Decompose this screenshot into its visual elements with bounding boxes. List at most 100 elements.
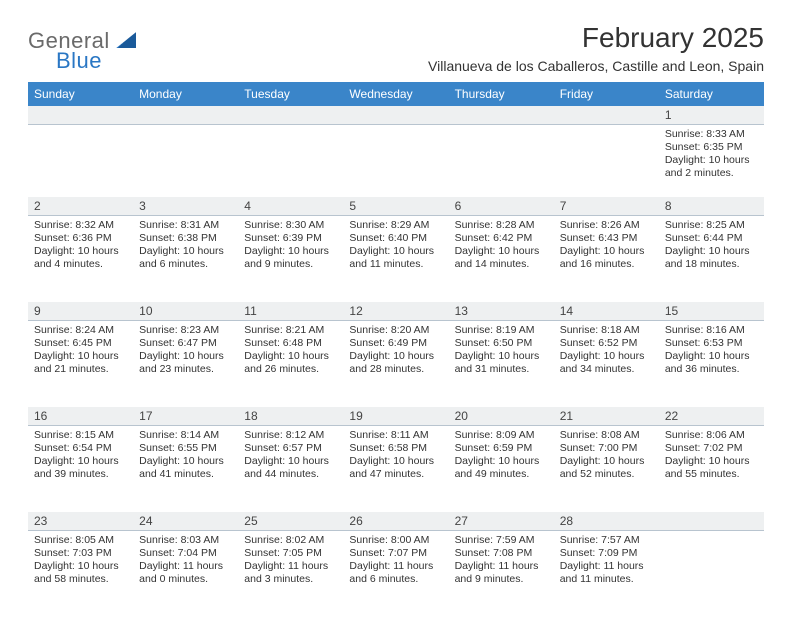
sunset-text: Sunset: 7:00 PM	[560, 442, 653, 455]
logo: General Blue	[28, 22, 136, 74]
sunset-text: Sunset: 6:38 PM	[139, 232, 232, 245]
day-number: 14	[554, 302, 659, 320]
day-number: 27	[449, 512, 554, 530]
day-cell: Sunrise: 8:29 AMSunset: 6:40 PMDaylight:…	[343, 216, 448, 302]
daylight-text: Daylight: 10 hours	[349, 245, 442, 258]
sunset-text: Sunset: 6:52 PM	[560, 337, 653, 350]
dow-sunday: Sunday	[28, 82, 133, 106]
sunset-text: Sunset: 6:39 PM	[244, 232, 337, 245]
day-number: 18	[238, 407, 343, 425]
day-number: 9	[28, 302, 133, 320]
day-number: 25	[238, 512, 343, 530]
day-cell: Sunrise: 8:12 AMSunset: 6:57 PMDaylight:…	[238, 426, 343, 512]
daylight-text: Daylight: 10 hours	[139, 245, 232, 258]
sunset-text: Sunset: 6:43 PM	[560, 232, 653, 245]
dow-saturday: Saturday	[659, 82, 764, 106]
day-number: 22	[659, 407, 764, 425]
day-number: 23	[28, 512, 133, 530]
sunset-text: Sunset: 7:07 PM	[349, 547, 442, 560]
day-cell: Sunrise: 8:32 AMSunset: 6:36 PMDaylight:…	[28, 216, 133, 302]
sunset-text: Sunset: 6:47 PM	[139, 337, 232, 350]
sunrise-text: Sunrise: 8:09 AM	[455, 429, 548, 442]
week-row: Sunrise: 8:05 AMSunset: 7:03 PMDaylight:…	[28, 530, 764, 617]
day-number: 19	[343, 407, 448, 425]
sunrise-text: Sunrise: 8:26 AM	[560, 219, 653, 232]
dow-wednesday: Wednesday	[343, 82, 448, 106]
sunrise-text: Sunrise: 8:12 AM	[244, 429, 337, 442]
daynum-row: 1	[28, 106, 764, 124]
daylight-text: Daylight: 10 hours	[560, 245, 653, 258]
dow-thursday: Thursday	[449, 82, 554, 106]
daylight-text: and 47 minutes.	[349, 468, 442, 481]
day-number: 21	[554, 407, 659, 425]
sunrise-text: Sunrise: 8:30 AM	[244, 219, 337, 232]
day-number: 17	[133, 407, 238, 425]
daylight-text: Daylight: 10 hours	[560, 350, 653, 363]
week-row: Sunrise: 8:32 AMSunset: 6:36 PMDaylight:…	[28, 215, 764, 302]
sunset-text: Sunset: 7:03 PM	[34, 547, 127, 560]
sunrise-text: Sunrise: 8:25 AM	[665, 219, 758, 232]
daylight-text: Daylight: 10 hours	[34, 245, 127, 258]
week-row: Sunrise: 8:15 AMSunset: 6:54 PMDaylight:…	[28, 425, 764, 512]
day-number: 2	[28, 197, 133, 215]
day-cell: Sunrise: 8:02 AMSunset: 7:05 PMDaylight:…	[238, 531, 343, 617]
day-cell: Sunrise: 8:18 AMSunset: 6:52 PMDaylight:…	[554, 321, 659, 407]
daylight-text: and 14 minutes.	[455, 258, 548, 271]
day-number: 28	[554, 512, 659, 530]
day-number: 5	[343, 197, 448, 215]
daynum-row: 232425262728	[28, 512, 764, 530]
sunset-text: Sunset: 6:50 PM	[455, 337, 548, 350]
daylight-text: and 0 minutes.	[139, 573, 232, 586]
day-number: 1	[659, 106, 764, 124]
sunset-text: Sunset: 6:59 PM	[455, 442, 548, 455]
daylight-text: and 34 minutes.	[560, 363, 653, 376]
daylight-text: and 9 minutes.	[244, 258, 337, 271]
day-cell	[238, 125, 343, 197]
daylight-text: Daylight: 10 hours	[34, 560, 127, 573]
daynum-row: 9101112131415	[28, 302, 764, 320]
daylight-text: Daylight: 10 hours	[560, 455, 653, 468]
sunrise-text: Sunrise: 8:15 AM	[34, 429, 127, 442]
day-number: 10	[133, 302, 238, 320]
daylight-text: Daylight: 10 hours	[139, 350, 232, 363]
day-cell: Sunrise: 8:09 AMSunset: 6:59 PMDaylight:…	[449, 426, 554, 512]
sunrise-text: Sunrise: 8:02 AM	[244, 534, 337, 547]
header: General Blue February 2025 Villanueva de…	[28, 22, 764, 74]
calendar-page: General Blue February 2025 Villanueva de…	[0, 0, 792, 627]
sunrise-text: Sunrise: 8:03 AM	[139, 534, 232, 547]
day-cell: Sunrise: 8:16 AMSunset: 6:53 PMDaylight:…	[659, 321, 764, 407]
day-cell: Sunrise: 7:59 AMSunset: 7:08 PMDaylight:…	[449, 531, 554, 617]
day-cell: Sunrise: 8:03 AMSunset: 7:04 PMDaylight:…	[133, 531, 238, 617]
daylight-text: Daylight: 10 hours	[455, 245, 548, 258]
day-cell: Sunrise: 8:08 AMSunset: 7:00 PMDaylight:…	[554, 426, 659, 512]
sunrise-text: Sunrise: 8:11 AM	[349, 429, 442, 442]
daylight-text: and 31 minutes.	[455, 363, 548, 376]
day-cell: Sunrise: 7:57 AMSunset: 7:09 PMDaylight:…	[554, 531, 659, 617]
sunset-text: Sunset: 6:53 PM	[665, 337, 758, 350]
daylight-text: Daylight: 10 hours	[455, 350, 548, 363]
day-number: 7	[554, 197, 659, 215]
dow-tuesday: Tuesday	[238, 82, 343, 106]
daylight-text: Daylight: 11 hours	[139, 560, 232, 573]
sunrise-text: Sunrise: 8:18 AM	[560, 324, 653, 337]
day-number	[449, 106, 554, 124]
daylight-text: and 11 minutes.	[349, 258, 442, 271]
daylight-text: and 39 minutes.	[34, 468, 127, 481]
daylight-text: and 26 minutes.	[244, 363, 337, 376]
day-cell: Sunrise: 8:11 AMSunset: 6:58 PMDaylight:…	[343, 426, 448, 512]
daylight-text: and 6 minutes.	[349, 573, 442, 586]
calendar-body: 1Sunrise: 8:33 AMSunset: 6:35 PMDaylight…	[28, 106, 764, 617]
week-row: Sunrise: 8:24 AMSunset: 6:45 PM Daylight:…	[28, 320, 764, 407]
sunrise-text: Sunrise: 8:14 AM	[139, 429, 232, 442]
daylight-text: Daylight: 10 hours	[665, 245, 758, 258]
daylight-text: and 2 minutes.	[665, 167, 758, 180]
sunset-text: Sunset: 6:48 PM	[244, 337, 337, 350]
sunset-text: Sunset: 6:45 PM	[34, 337, 127, 350]
day-number: 11	[238, 302, 343, 320]
sunrise-text: Sunrise: 8:24 AM	[34, 324, 127, 337]
day-cell	[133, 125, 238, 197]
daylight-text: Daylight: 10 hours	[139, 455, 232, 468]
sunrise-text: Sunrise: 7:57 AM	[560, 534, 653, 547]
day-cell: Sunrise: 8:20 AMSunset: 6:49 PMDaylight:…	[343, 321, 448, 407]
daylight-text: and 4 minutes.	[34, 258, 127, 271]
